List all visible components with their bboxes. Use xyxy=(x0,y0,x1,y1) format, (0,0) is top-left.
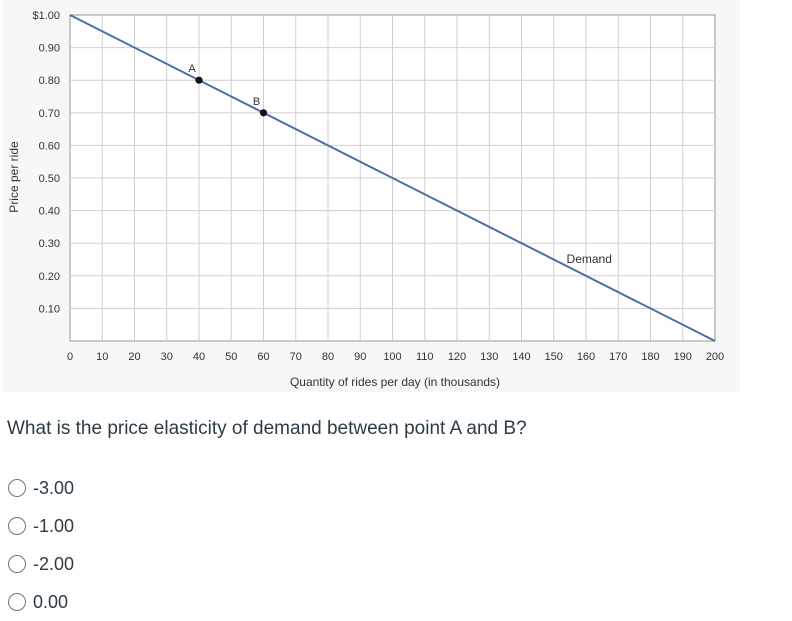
demand-line xyxy=(69,14,716,342)
radio-button[interactable] xyxy=(8,479,26,497)
x-tick-labels: 0 10 20 30 40 50 60 70 80 90 100 110 120 130 140 150 160… xyxy=(67,351,724,363)
x-tick-label: 10 xyxy=(96,351,108,363)
y-tick-label: 0.80 xyxy=(39,75,60,87)
series-layer: Demand xyxy=(69,14,716,342)
answer-option-4[interactable]: 0.00 xyxy=(8,583,74,621)
x-tick-label: 140 xyxy=(512,351,530,363)
y-tick-labels: $1.00 0.90 0.80 0.70 0.60 0.50 0.40 0.30 0.20 0.1… xyxy=(32,10,60,315)
x-tick-label: 100 xyxy=(383,351,401,363)
x-tick-label: 30 xyxy=(161,351,173,363)
x-axis-label: Quantity of rides per day (in thousands) xyxy=(290,375,500,389)
x-tick-label: 60 xyxy=(257,351,269,363)
y-tick-label: $1.00 xyxy=(32,10,60,22)
data-point xyxy=(259,109,268,117)
series-label: Demand xyxy=(567,252,612,266)
y-axis-label: Price per ride xyxy=(7,141,21,213)
point-label: A xyxy=(188,63,196,75)
x-tick-label: 50 xyxy=(225,351,237,363)
option-label: -2.00 xyxy=(33,553,75,574)
y-tick-label: 0.90 xyxy=(39,43,60,55)
demand-chart: $1.00 0.90 0.80 0.70 0.60 0.50 0.40 0.30 0.20 0.1… xyxy=(7,10,724,389)
answer-option-3[interactable]: -2.00 xyxy=(8,545,74,583)
y-tick-label: 0.50 xyxy=(39,173,60,185)
answer-option-2[interactable]: -1.00 xyxy=(8,507,74,545)
radio-button[interactable] xyxy=(8,593,26,611)
x-tick-label: 70 xyxy=(290,351,302,363)
chart-panel: $1.00 0.90 0.80 0.70 0.60 0.50 0.40 0.30 0.20 0.1… xyxy=(3,0,740,392)
y-tick-label: 0.60 xyxy=(39,140,60,152)
data-point xyxy=(195,76,203,84)
x-tick-label: 130 xyxy=(480,351,498,363)
x-tick-label: 80 xyxy=(322,351,334,363)
x-tick-label: 190 xyxy=(674,351,692,363)
option-label: -3.00 xyxy=(33,477,75,498)
x-tick-label: 150 xyxy=(545,351,563,363)
x-tick-label: 40 xyxy=(193,351,205,363)
radio-button[interactable] xyxy=(8,555,26,573)
option-label: 0.00 xyxy=(33,591,69,612)
y-tick-label: 0.70 xyxy=(39,108,60,120)
x-tick-label: 160 xyxy=(577,351,595,363)
x-tick-label: 200 xyxy=(706,351,724,363)
x-tick-label: 110 xyxy=(416,351,434,363)
points-layer: AB xyxy=(188,63,268,117)
question-text: What is the price elasticity of demand b… xyxy=(7,418,527,439)
y-tick-label: 0.10 xyxy=(39,303,60,315)
x-tick-label: 170 xyxy=(609,351,627,363)
x-tick-label: 20 xyxy=(128,351,140,363)
y-tick-label: 0.40 xyxy=(39,206,60,218)
option-label: -1.00 xyxy=(33,515,75,536)
x-tick-label: 90 xyxy=(354,351,366,363)
y-tick-label: 0.20 xyxy=(39,271,60,283)
answer-options: -3.00 -1.00 -2.00 0.00 xyxy=(8,469,74,621)
y-tick-label: 0.30 xyxy=(39,238,60,250)
answer-option-1[interactable]: -3.00 xyxy=(8,469,74,507)
point-label: B xyxy=(253,96,260,108)
x-tick-label: 120 xyxy=(448,351,466,363)
radio-button[interactable] xyxy=(8,517,26,535)
x-tick-label: 0 xyxy=(67,351,73,363)
x-tick-label: 180 xyxy=(641,351,659,363)
